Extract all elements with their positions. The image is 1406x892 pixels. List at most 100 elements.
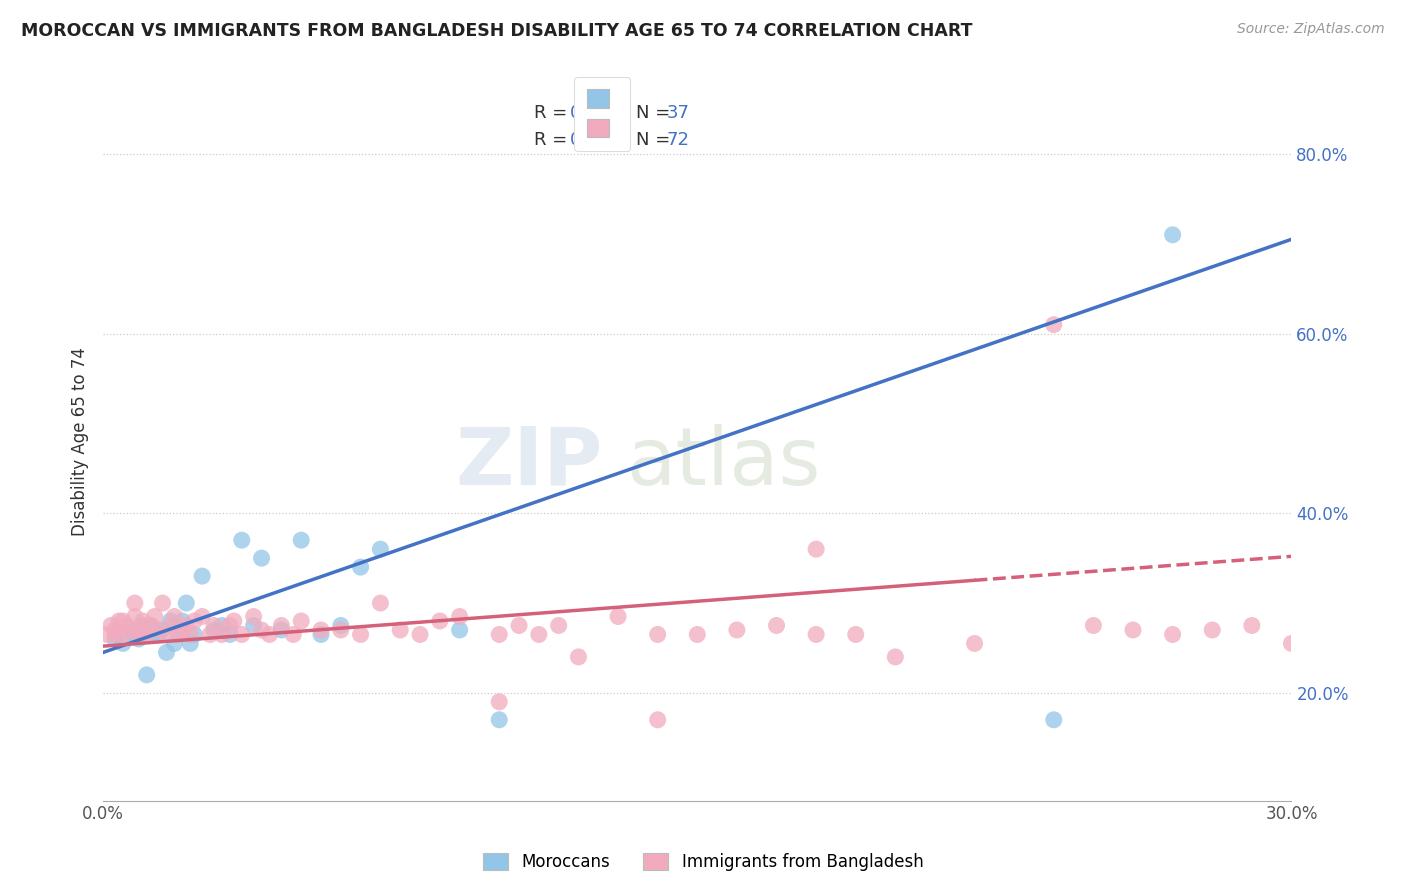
Point bbox=[1042, 713, 1064, 727]
Point bbox=[290, 614, 312, 628]
Point bbox=[845, 627, 868, 641]
Point bbox=[96, 627, 118, 641]
Point bbox=[183, 614, 205, 628]
Text: 0.229: 0.229 bbox=[571, 130, 621, 149]
Point bbox=[120, 623, 142, 637]
Point bbox=[219, 618, 242, 632]
Point bbox=[231, 533, 253, 548]
Point bbox=[290, 533, 312, 548]
Point bbox=[765, 618, 787, 632]
Point bbox=[191, 569, 214, 583]
Point bbox=[1240, 618, 1263, 632]
Text: ZIP: ZIP bbox=[456, 424, 602, 502]
Point bbox=[167, 627, 190, 641]
Point bbox=[242, 609, 264, 624]
Point bbox=[155, 645, 177, 659]
Point bbox=[283, 627, 305, 641]
Point bbox=[1083, 618, 1105, 632]
Point bbox=[963, 636, 986, 650]
Point bbox=[211, 618, 233, 632]
Point bbox=[1201, 623, 1223, 637]
Text: atlas: atlas bbox=[626, 424, 820, 502]
Point bbox=[132, 614, 155, 628]
Point bbox=[270, 623, 292, 637]
Point bbox=[370, 596, 392, 610]
Point bbox=[183, 627, 205, 641]
Point bbox=[124, 609, 146, 624]
Point bbox=[176, 618, 198, 632]
Point bbox=[884, 649, 907, 664]
Point bbox=[219, 627, 242, 641]
Point bbox=[349, 560, 371, 574]
Point bbox=[607, 609, 630, 624]
Point bbox=[148, 623, 170, 637]
Text: 37: 37 bbox=[666, 104, 689, 122]
Point bbox=[449, 623, 471, 637]
Text: MOROCCAN VS IMMIGRANTS FROM BANGLADESH DISABILITY AGE 65 TO 74 CORRELATION CHART: MOROCCAN VS IMMIGRANTS FROM BANGLADESH D… bbox=[21, 22, 973, 40]
Point bbox=[152, 623, 174, 637]
Point bbox=[152, 596, 174, 610]
Text: Source: ZipAtlas.com: Source: ZipAtlas.com bbox=[1237, 22, 1385, 37]
Point bbox=[124, 627, 146, 641]
Point bbox=[124, 596, 146, 610]
Point bbox=[686, 627, 709, 641]
Point bbox=[128, 632, 150, 646]
Text: 0.631: 0.631 bbox=[571, 104, 621, 122]
Point bbox=[155, 627, 177, 641]
Point bbox=[222, 614, 245, 628]
Point bbox=[250, 623, 273, 637]
Point bbox=[449, 609, 471, 624]
Point bbox=[1161, 227, 1184, 242]
Point bbox=[120, 623, 142, 637]
Point bbox=[104, 623, 127, 637]
Point bbox=[1161, 627, 1184, 641]
Point bbox=[159, 618, 181, 632]
Point bbox=[329, 623, 352, 637]
Text: 72: 72 bbox=[666, 130, 689, 149]
Point bbox=[429, 614, 451, 628]
Point bbox=[198, 627, 221, 641]
Point bbox=[132, 627, 155, 641]
Point bbox=[111, 636, 134, 650]
Point bbox=[179, 636, 201, 650]
Point bbox=[172, 623, 194, 637]
Point bbox=[202, 618, 225, 632]
Point bbox=[389, 623, 412, 637]
Point bbox=[508, 618, 530, 632]
Point bbox=[148, 627, 170, 641]
Point bbox=[135, 627, 157, 641]
Point bbox=[725, 623, 748, 637]
Text: N =: N = bbox=[636, 104, 675, 122]
Point bbox=[259, 627, 281, 641]
Point bbox=[163, 636, 186, 650]
Point bbox=[111, 614, 134, 628]
Point bbox=[647, 713, 669, 727]
Legend: Moroccans, Immigrants from Bangladesh: Moroccans, Immigrants from Bangladesh bbox=[474, 845, 932, 880]
Point bbox=[647, 627, 669, 641]
Point bbox=[108, 614, 131, 628]
Point bbox=[804, 542, 827, 557]
Point bbox=[527, 627, 550, 641]
Point bbox=[409, 627, 432, 641]
Point bbox=[172, 614, 194, 628]
Point bbox=[104, 632, 127, 646]
Point bbox=[139, 618, 162, 632]
Point bbox=[488, 713, 510, 727]
Point bbox=[1042, 318, 1064, 332]
Point bbox=[128, 627, 150, 641]
Point bbox=[202, 623, 225, 637]
Point bbox=[567, 649, 589, 664]
Point bbox=[270, 618, 292, 632]
Point bbox=[488, 627, 510, 641]
Point bbox=[111, 627, 134, 641]
Text: N =: N = bbox=[636, 130, 675, 149]
Text: R =: R = bbox=[534, 130, 574, 149]
Point bbox=[159, 614, 181, 628]
Point bbox=[135, 668, 157, 682]
Point bbox=[172, 623, 194, 637]
Point bbox=[100, 618, 122, 632]
Point bbox=[115, 618, 138, 632]
Point bbox=[1281, 636, 1303, 650]
Point bbox=[211, 627, 233, 641]
Point bbox=[1122, 623, 1144, 637]
